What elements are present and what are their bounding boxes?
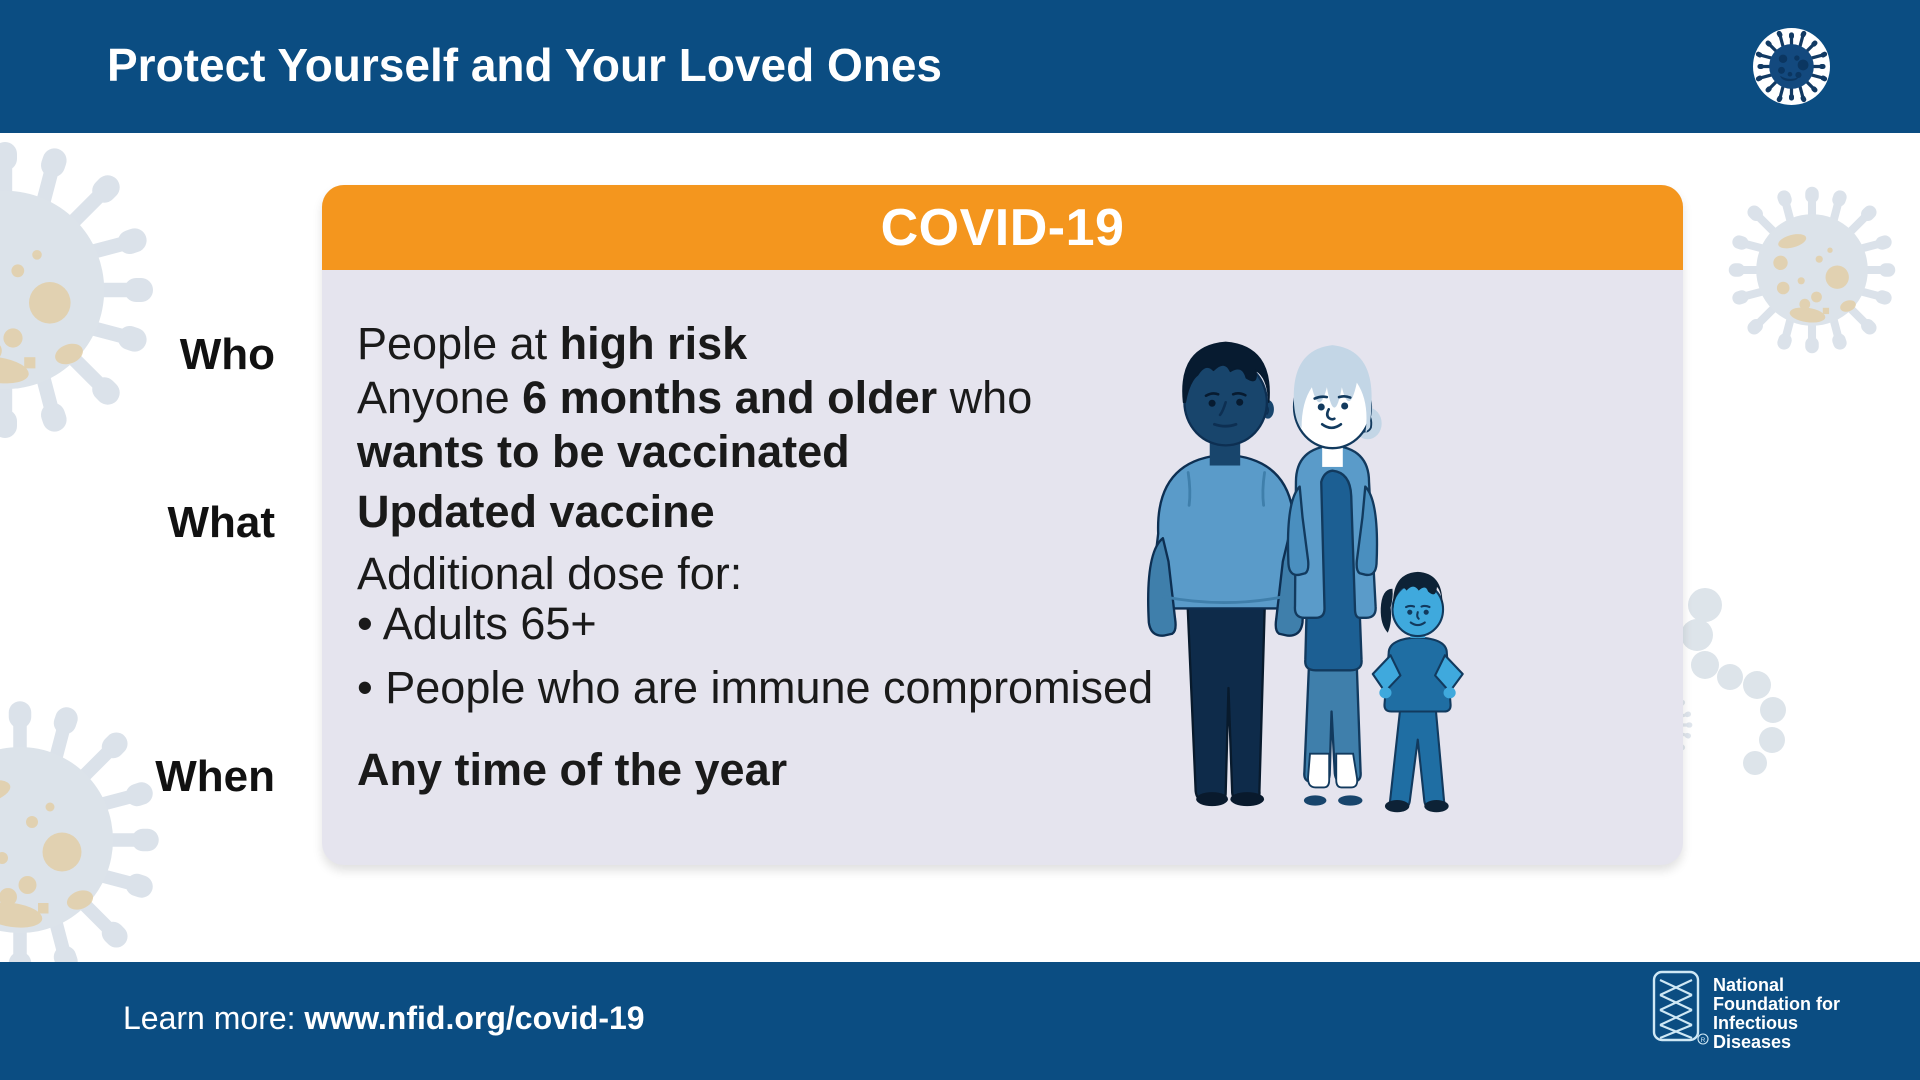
svg-text:Infectious: Infectious — [1713, 1013, 1798, 1033]
svg-text:R: R — [1701, 1037, 1706, 1044]
svg-text:Diseases: Diseases — [1713, 1032, 1791, 1050]
svg-text:National: National — [1713, 975, 1784, 995]
svg-text:Foundation for: Foundation for — [1713, 994, 1840, 1014]
